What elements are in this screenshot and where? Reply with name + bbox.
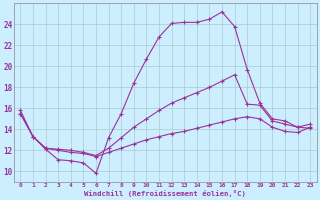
X-axis label: Windchill (Refroidissement éolien,°C): Windchill (Refroidissement éolien,°C) <box>84 190 246 197</box>
